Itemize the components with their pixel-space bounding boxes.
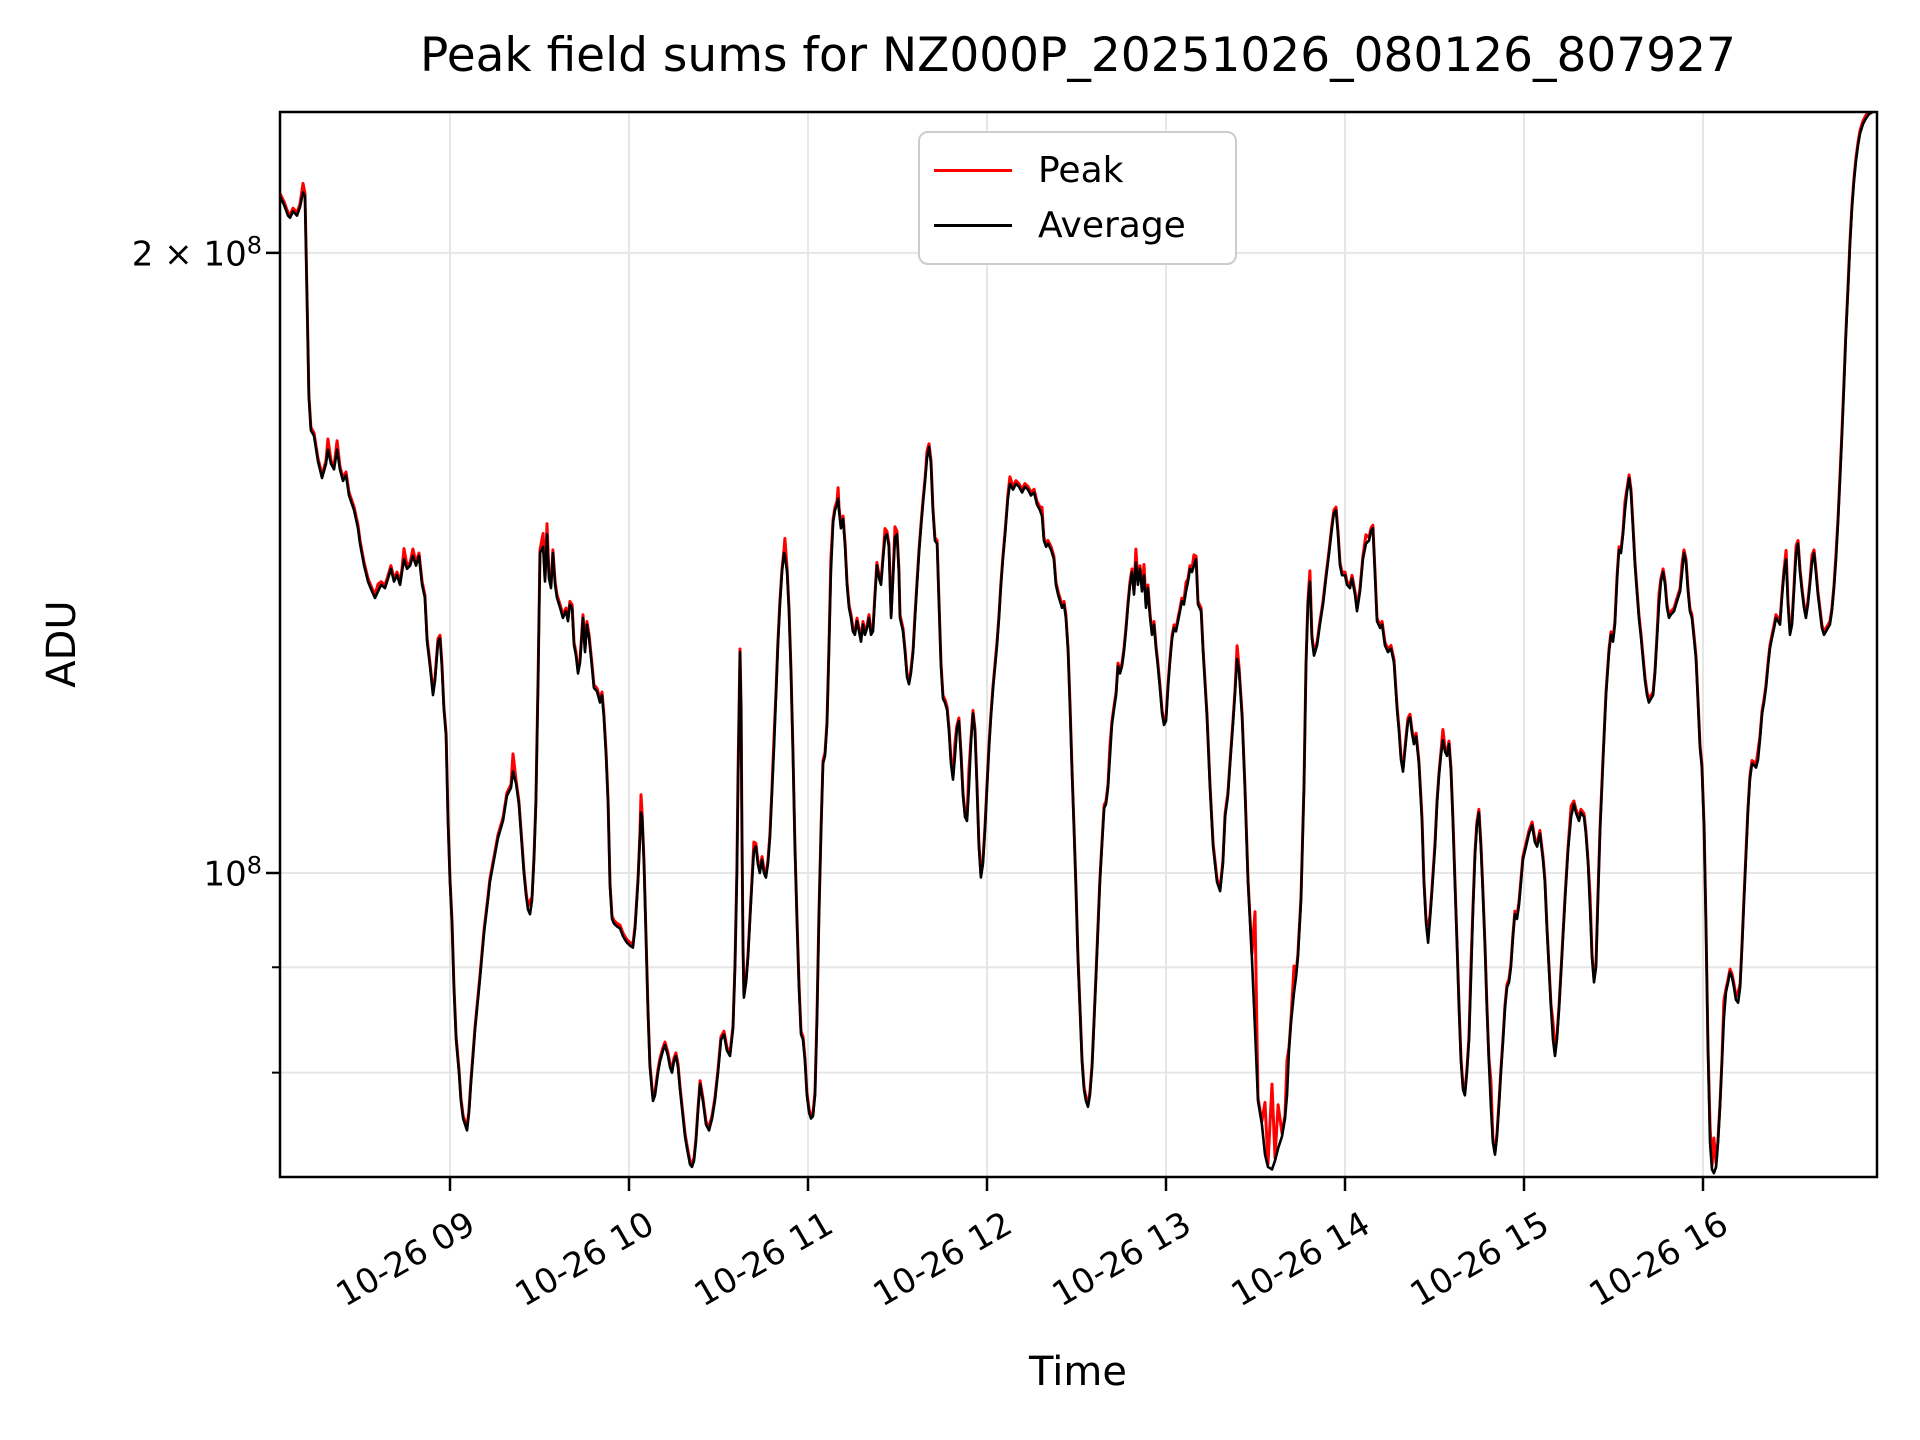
series-average-line [280, 112, 1877, 1175]
legend: Peak Average [918, 131, 1237, 265]
legend-label-peak: Peak [1038, 150, 1124, 192]
plot-border [278, 110, 1879, 1179]
y-axis-label: ADU [39, 600, 85, 688]
legend-item-peak: Peak [934, 150, 1225, 191]
y-tick-label-1e8: 108 [203, 851, 262, 895]
gridlines [280, 112, 1877, 1177]
average-line-swatch [934, 223, 1012, 227]
y-tick-label-2e8: 2 × 108 [131, 231, 262, 275]
chart-title: Peak field sums for NZ000P_20251026_0801… [420, 28, 1736, 83]
legend-item-average: Average [934, 205, 1225, 246]
series-peak-line [280, 112, 1871, 1168]
peak-line-swatch [934, 169, 1012, 173]
x-axis-label: Time [1029, 1349, 1127, 1395]
axis-ticks [266, 251, 1705, 1191]
legend-label-average: Average [1038, 204, 1186, 246]
